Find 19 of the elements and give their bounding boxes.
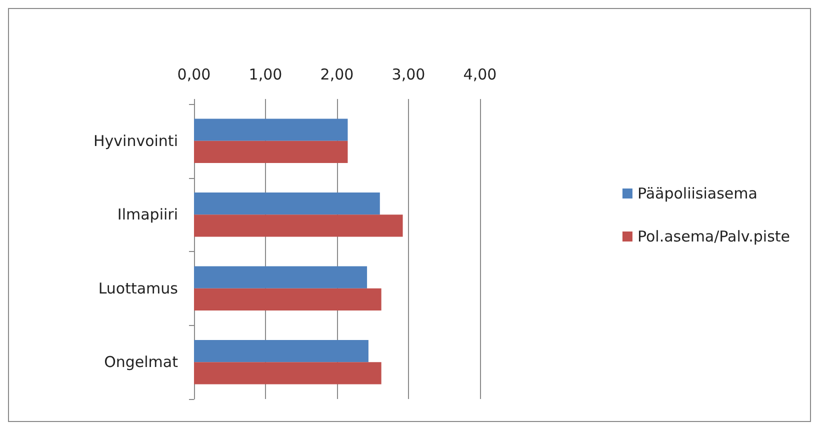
bar bbox=[194, 214, 403, 237]
legend-label: Pol.asema/Palv.piste bbox=[637, 228, 790, 246]
y-tick-label: Ongelmat bbox=[104, 353, 178, 372]
y-tick-label: Hyvinvointi bbox=[94, 132, 178, 150]
y-tick-label: Luottamus bbox=[98, 279, 178, 298]
x-tick-label: 0,00 bbox=[177, 66, 211, 84]
legend-label: Pääpoliisiasema bbox=[637, 184, 758, 202]
bar bbox=[194, 340, 368, 362]
bar bbox=[194, 288, 382, 310]
bar bbox=[194, 266, 368, 288]
bar bbox=[194, 118, 348, 141]
x-tick-label: 2,00 bbox=[320, 66, 354, 84]
x-tick-label: 1,00 bbox=[248, 66, 282, 84]
bar bbox=[194, 362, 382, 384]
y-tick-label: Ilmapiiri bbox=[117, 206, 178, 224]
x-tick-label: 4,00 bbox=[463, 66, 497, 84]
bar bbox=[194, 140, 348, 163]
bar bbox=[194, 192, 380, 215]
x-tick-label: 3,00 bbox=[392, 66, 426, 84]
